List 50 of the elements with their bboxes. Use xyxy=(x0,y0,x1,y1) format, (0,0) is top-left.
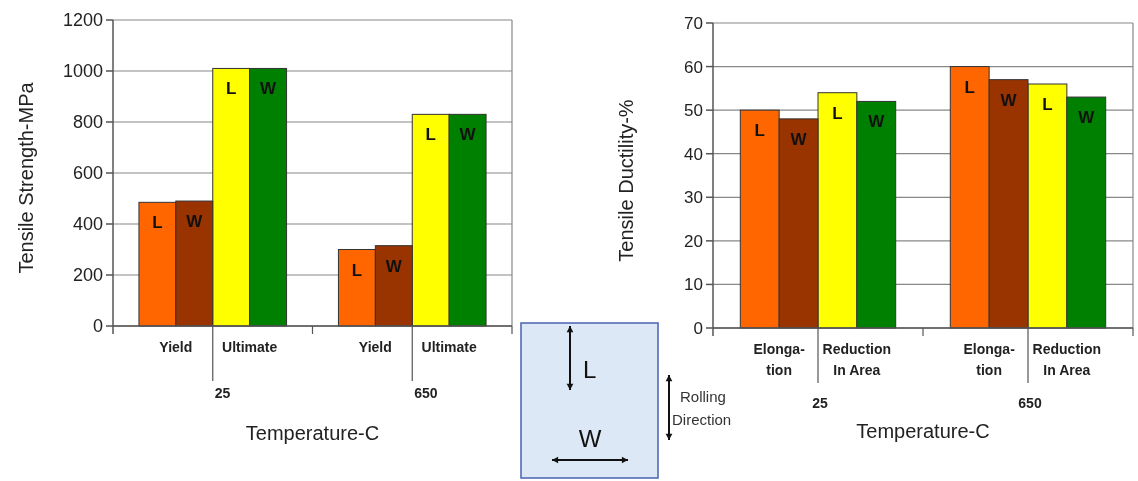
y-tick-label: 800 xyxy=(72,112,103,133)
x-tick-label: Reduction In Area xyxy=(1032,341,1102,378)
text: 650 xyxy=(1018,395,1042,411)
y-tick-label: 0 xyxy=(693,318,703,338)
x-tick-label: Yield xyxy=(159,339,193,355)
x-tick-label: Ultimate xyxy=(421,339,477,355)
x-tick-label: Yield xyxy=(358,339,392,355)
y-tick-label: 0 xyxy=(92,316,103,337)
text: W xyxy=(1000,90,1017,110)
x-axis-title: Temperature-C xyxy=(856,420,990,442)
x-tick-label: Ultimate xyxy=(222,339,278,355)
text: L xyxy=(832,103,843,123)
y-tick-label: 400 xyxy=(72,214,103,235)
y-tick-label: 50 xyxy=(684,101,703,121)
text: W xyxy=(578,425,602,452)
y-tick-label: 60 xyxy=(684,57,703,77)
series-label: W xyxy=(459,125,477,145)
text: L xyxy=(226,79,237,99)
y-tick-label: 70 xyxy=(684,13,703,33)
text: W xyxy=(186,212,203,232)
y-tick-label: 600 xyxy=(72,163,103,184)
text: 650 xyxy=(414,385,438,401)
text: L xyxy=(351,260,363,280)
x-tick-label: Elonga- tion xyxy=(963,341,1016,378)
y-axis-title: Tensile Strength-MPa xyxy=(15,81,37,274)
x-tick-label: Reduction In Area xyxy=(822,341,892,378)
y-tick-label: 20 xyxy=(684,231,703,251)
series-label: W xyxy=(868,112,886,132)
x-tick-label: Elonga- tion xyxy=(753,341,806,378)
text: W xyxy=(260,79,277,99)
text: L xyxy=(583,356,597,383)
y-tick-label: 40 xyxy=(684,144,703,164)
text: L xyxy=(964,77,975,97)
text: W xyxy=(1078,108,1095,128)
text: 25 xyxy=(812,395,828,411)
y-tick-label: 1200 xyxy=(62,10,103,31)
text: 25 xyxy=(214,385,231,401)
x-axis-title: Temperature-C xyxy=(245,422,380,444)
y-axis-title: Tensile Ductility-% xyxy=(615,99,637,262)
text: W xyxy=(790,129,807,149)
text: L xyxy=(1042,95,1053,114)
series-label: L xyxy=(754,121,765,141)
series-label: L xyxy=(152,213,163,233)
text: L xyxy=(425,125,436,145)
text: W xyxy=(385,256,402,276)
text: Rolling Direction xyxy=(672,388,732,428)
y-tick-label: 10 xyxy=(684,275,703,295)
y-tick-label: 200 xyxy=(72,265,103,286)
y-tick-label: 1000 xyxy=(62,61,103,82)
y-tick-label: 30 xyxy=(684,188,703,208)
